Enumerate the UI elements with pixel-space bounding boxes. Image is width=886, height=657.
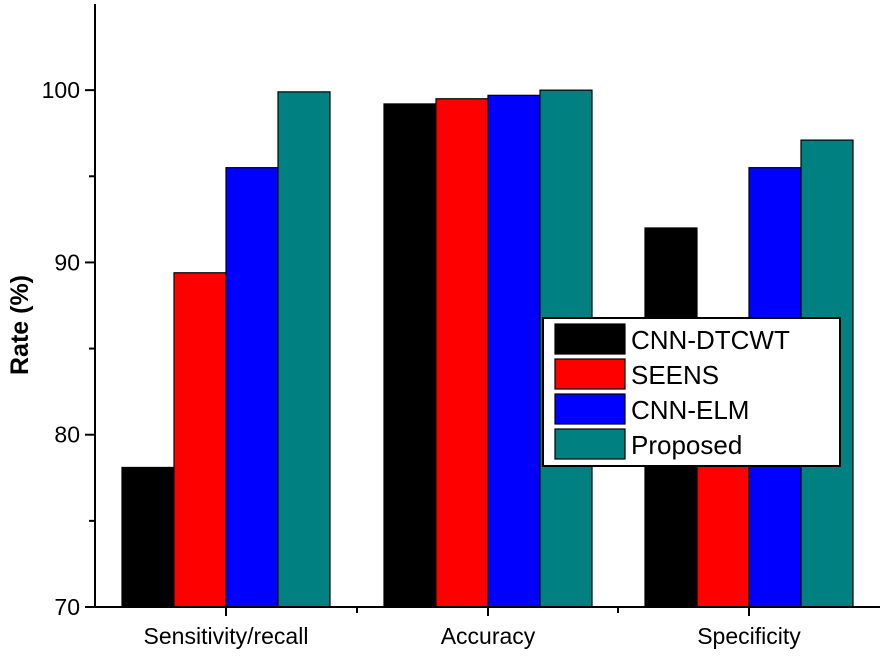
bars-layer xyxy=(121,89,854,608)
x-tick-label: Specificity xyxy=(697,623,801,649)
y-ticks: 70 80 90 100 xyxy=(42,77,95,620)
legend-swatch-cnn-dtcwt xyxy=(554,323,626,355)
legend: CNN-DTCWT SEENS CNN-ELM Proposed xyxy=(542,317,841,467)
y-tick-label: 80 xyxy=(54,422,80,448)
bar-cnn-dtcwt-2 xyxy=(383,103,437,608)
legend-swatch-cnn-elm xyxy=(554,393,626,425)
x-tick-label: Sensitivity/recall xyxy=(144,623,309,649)
bar-seens-1 xyxy=(173,272,227,608)
legend-label: SEENS xyxy=(631,360,719,390)
y-tick-label: 90 xyxy=(54,249,80,275)
x-ticks: Sensitivity/recall Accuracy Specificity xyxy=(144,607,801,649)
bar-cnn-dtcwt-1 xyxy=(121,466,175,608)
bar-cnn-elm-2 xyxy=(487,94,541,608)
bar-seens-2 xyxy=(435,98,489,608)
x-tick-label: Accuracy xyxy=(441,623,536,649)
legend-label: CNN-ELM xyxy=(631,395,749,425)
bar-cnn-elm-1 xyxy=(225,167,279,608)
y-tick-label: 70 xyxy=(54,594,80,620)
y-axis-label: Rate (%) xyxy=(6,275,34,375)
legend-swatch-seens xyxy=(554,358,626,390)
y-tick-label: 100 xyxy=(42,77,80,103)
legend-label: Proposed xyxy=(631,430,742,460)
legend-swatch-proposed xyxy=(554,428,626,460)
legend-label: CNN-DTCWT xyxy=(631,325,790,355)
bar-proposed-1 xyxy=(277,91,331,608)
